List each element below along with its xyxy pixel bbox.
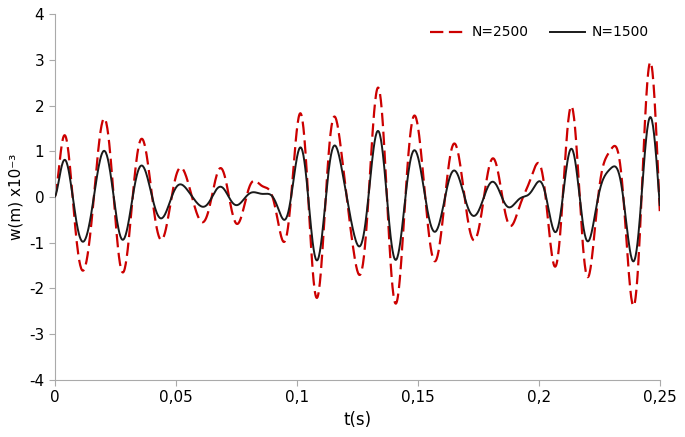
N=2500 [290, 162, 298, 167]
Line: N=2500: N=2500 [55, 62, 660, 306]
N=2500 [51, 194, 59, 200]
N=2500 [626, 287, 634, 292]
N=1500 [468, 212, 476, 218]
N=2500 [468, 235, 476, 240]
N=1500 [415, 160, 423, 165]
N=1500 [656, 202, 664, 208]
Legend: N=2500, N=1500: N=2500, N=1500 [426, 21, 653, 44]
N=1500 [364, 195, 373, 201]
N=1500 [647, 114, 655, 120]
N=1500 [290, 176, 298, 181]
X-axis label: t(s): t(s) [343, 411, 371, 429]
Y-axis label: w(m) x10⁻³: w(m) x10⁻³ [8, 154, 23, 240]
Line: N=1500: N=1500 [55, 117, 660, 261]
N=1500 [629, 259, 637, 264]
N=2500 [59, 137, 67, 142]
N=2500 [656, 209, 664, 214]
N=2500 [647, 60, 655, 65]
N=2500 [364, 198, 373, 203]
N=2500 [630, 303, 638, 309]
N=1500 [59, 160, 67, 165]
N=1500 [51, 194, 59, 200]
N=2500 [415, 133, 423, 138]
N=1500 [626, 250, 634, 255]
